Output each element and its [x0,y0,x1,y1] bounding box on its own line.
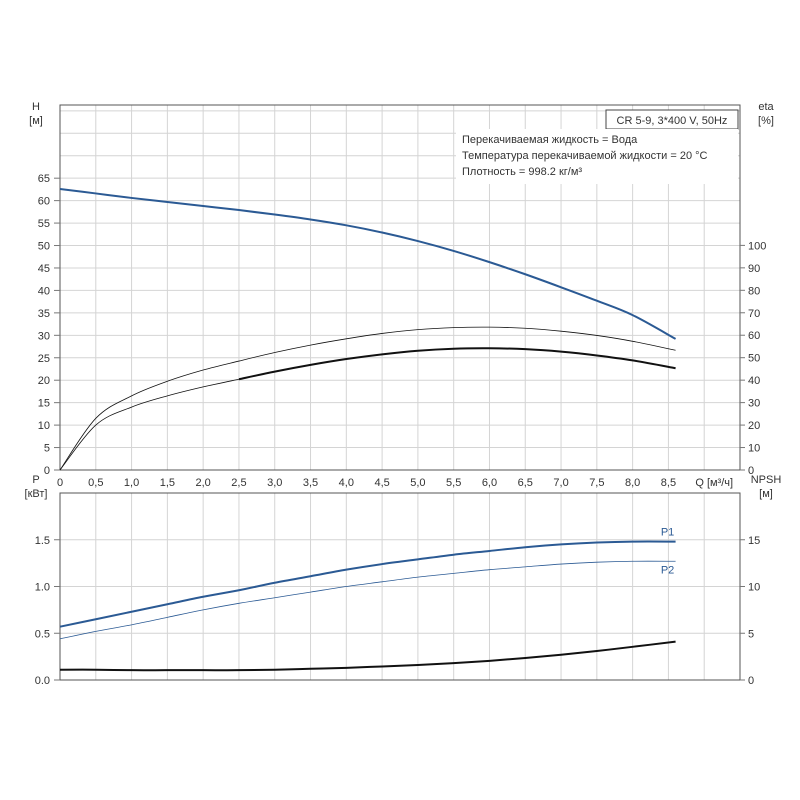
y-tick-label: 40 [38,285,50,297]
series-line-npsh [59,640,676,672]
series-line-p1 [59,540,676,628]
y-tick-label: 1.0 [35,582,50,594]
x-tick-label: 0,5 [88,477,103,489]
series-label: P1 [661,527,674,539]
y-tick-label: 20 [38,375,50,387]
x-tick-label: 3,0 [267,477,282,489]
y2-axis-label: NPSH [751,474,782,486]
x-tick-label: 1,0 [124,477,139,489]
y2-tick-label: 70 [748,308,760,320]
x-tick-label: 8,0 [625,477,640,489]
y2-tick-label: 10 [748,582,760,594]
series-label: P2 [661,564,674,576]
y2-tick-label: 0 [748,675,754,687]
title-text: CR 5-9, 3*400 V, 50Hz [617,115,728,127]
y-tick-label: 60 [38,196,50,208]
y-tick-label: 5 [44,443,50,455]
y2-tick-label: 40 [748,375,760,387]
y-tick-label: 65 [38,173,50,185]
x-tick-label: 4,0 [339,477,354,489]
series-line-h [59,187,677,340]
y-tick-label: 0 [44,465,50,477]
x-tick-label: 2,5 [231,477,246,489]
info-line: Плотность = 998.2 кг/м³ [462,166,582,178]
y-tick-label: 1.5 [35,535,50,547]
x-axis-label: Q [м³/ч] [695,477,733,489]
info-box [456,129,738,184]
series-line-eta [238,347,676,381]
y2-tick-label: 20 [748,420,760,432]
y-tick-label: 25 [38,353,50,365]
y-axis-label: P [32,474,39,486]
y-tick-label: 0.5 [35,628,50,640]
x-tick-label: 0 [57,477,63,489]
y2-tick-label: 15 [748,535,760,547]
y2-tick-label: 0 [748,465,754,477]
y-tick-label: 15 [38,398,50,410]
x-tick-label: 4,5 [374,477,389,489]
y-tick-label: 35 [38,308,50,320]
x-tick-label: 1,5 [160,477,175,489]
x-tick-label: 2,0 [196,477,211,489]
x-tick-label: 5,5 [446,477,461,489]
x-tick-label: 6,0 [482,477,497,489]
x-tick-label: 5,0 [410,477,425,489]
y2-tick-label: 5 [748,628,754,640]
y2-tick-label: 90 [748,263,760,275]
y-tick-label: 10 [38,420,50,432]
y2-tick-label: 80 [748,285,760,297]
x-tick-label: 7,5 [589,477,604,489]
y-tick-label: 55 [38,218,50,230]
y-axis-label: H [32,101,40,113]
series-line-eta-pump [59,326,676,471]
info-line: Перекачиваемая жидкость = Вода [462,134,638,146]
x-tick-label: 3,5 [303,477,318,489]
y-axis-unit: [кВт] [25,488,48,500]
y2-tick-label: 30 [748,398,760,410]
y2-axis-unit: [%] [758,115,774,127]
x-tick-label: 6,5 [518,477,533,489]
y-tick-label: 0.0 [35,675,50,687]
info-line: Температура перекачиваемой жидкости = 20… [462,150,708,162]
plot-frame [59,104,741,471]
y2-tick-label: 60 [748,330,760,342]
y2-tick-label: 50 [748,353,760,365]
series-line-p2 [59,560,676,640]
y-tick-label: 45 [38,263,50,275]
series-line-eta-total [59,378,240,471]
y2-tick-label: 100 [748,240,766,252]
x-tick-label: 8,5 [661,477,676,489]
y2-axis-unit: [м] [759,488,773,500]
y-tick-label: 30 [38,330,50,342]
y-tick-label: 50 [38,241,50,253]
y2-tick-label: 10 [748,443,760,455]
y-axis-unit: [м] [29,115,43,127]
y2-axis-label: eta [758,101,774,113]
x-tick-label: 7,0 [553,477,568,489]
